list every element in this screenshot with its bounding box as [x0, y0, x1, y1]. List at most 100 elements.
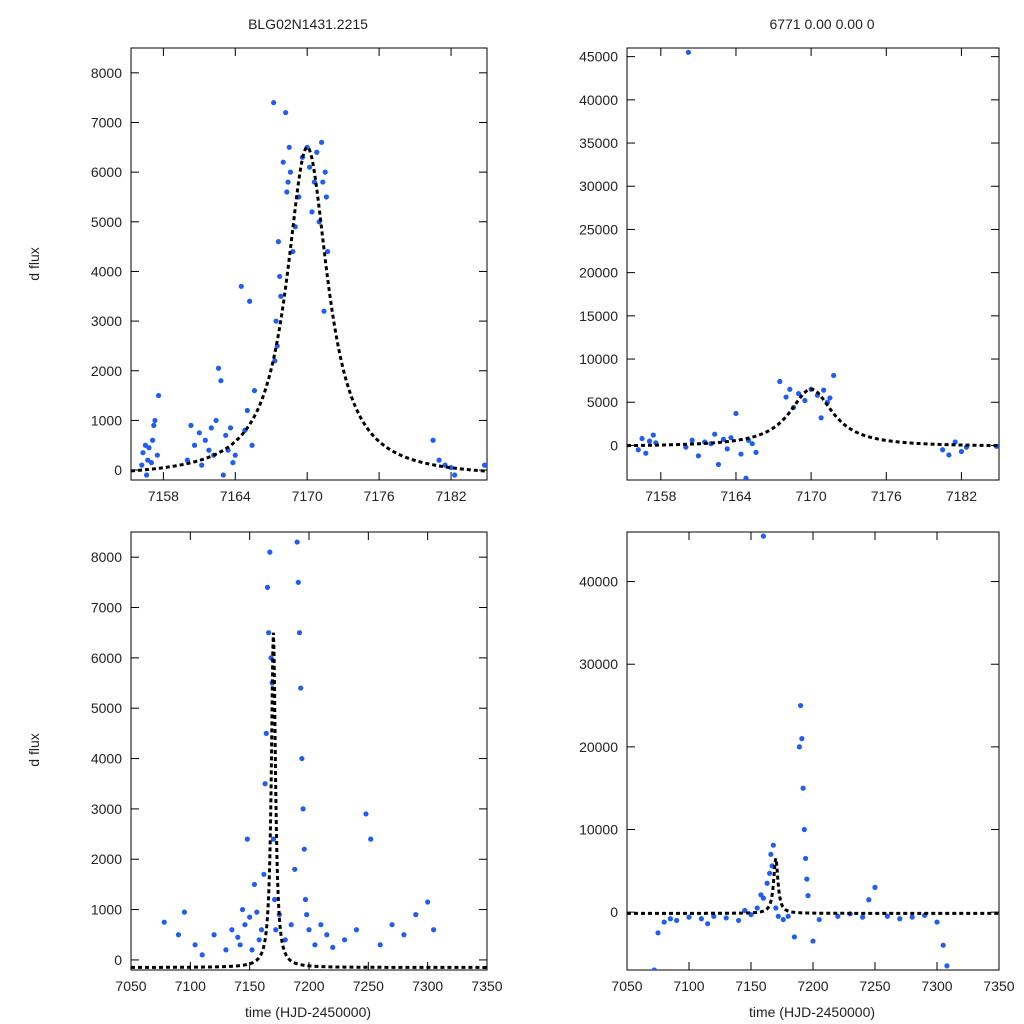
data-point	[764, 880, 770, 886]
data-point	[280, 159, 286, 165]
data-point	[866, 897, 872, 903]
data-point	[323, 194, 329, 200]
model-curve	[627, 858, 999, 915]
data-point	[683, 444, 689, 450]
data-point	[270, 836, 276, 842]
data-point	[353, 927, 360, 933]
data-point	[818, 415, 824, 421]
data-point	[211, 932, 217, 938]
x-tick-label: 7350	[983, 978, 1014, 994]
y-tick-label: 7000	[91, 600, 122, 616]
data-point	[798, 702, 804, 709]
data-point	[232, 452, 238, 458]
data-point	[712, 431, 718, 437]
data-point	[368, 836, 374, 842]
data-point	[258, 927, 265, 933]
data-point	[897, 916, 903, 922]
data-point	[320, 179, 326, 185]
data-point	[184, 457, 190, 463]
data-point	[674, 917, 680, 924]
y-tick-label: 40000	[579, 574, 618, 590]
x-tick-label: 7164	[220, 488, 251, 504]
data-point	[785, 913, 791, 919]
x-tick-label: 7182	[435, 488, 466, 504]
data-point	[802, 397, 808, 404]
y-tick-label: 5000	[587, 394, 618, 410]
data-point	[318, 922, 324, 928]
data-point	[736, 917, 742, 924]
data-point	[872, 884, 878, 890]
y-tick-label: 0	[114, 952, 122, 968]
data-point	[191, 442, 198, 448]
data-point	[306, 164, 313, 170]
data-point	[202, 437, 208, 443]
top-left-title: BLG02N1431.2215	[248, 16, 368, 32]
y-tick-label: 8000	[91, 549, 122, 565]
x-tick-label: 7170	[796, 488, 827, 504]
x-tick-label: 7350	[471, 978, 502, 994]
y-tick-label: 0	[610, 904, 618, 920]
data-point	[261, 871, 267, 877]
data-point	[768, 851, 774, 857]
data-point	[199, 952, 205, 958]
data-point	[229, 927, 235, 933]
data-point	[738, 451, 744, 457]
data-point	[309, 209, 315, 215]
data-point	[223, 947, 229, 953]
x-tick-label: 7176	[871, 488, 902, 504]
data-point	[273, 927, 279, 933]
data-point	[646, 438, 653, 444]
y-tick-label: 3000	[91, 313, 122, 329]
top-right-title: 6771 0.00 0.00 0	[769, 16, 874, 32]
data-point	[728, 435, 734, 441]
data-point	[146, 445, 152, 451]
data-point	[294, 539, 300, 545]
data-point	[389, 922, 395, 928]
data-point	[247, 298, 253, 304]
data-point	[831, 372, 837, 379]
y-tick-label: 0	[114, 462, 122, 478]
plot-frame	[626, 531, 1000, 971]
data-point	[363, 811, 369, 817]
y-tick-label: 7000	[91, 114, 122, 130]
panel-top-left: 0 1000 2000 3000 4000 5000 6000 7000 8000 7158 716…	[91, 47, 488, 504]
data-point	[689, 437, 695, 443]
data-point	[322, 169, 328, 175]
data-point	[796, 744, 802, 750]
data-point	[934, 919, 940, 925]
y-axis-label-bottom: d flux	[26, 733, 42, 766]
data-point	[777, 378, 783, 385]
data-point	[149, 437, 156, 443]
data-point	[795, 391, 802, 397]
data-point	[835, 913, 841, 919]
x-tick-label: 7250	[353, 978, 384, 994]
data-point	[860, 914, 866, 920]
plot-frame	[626, 47, 1000, 481]
data-point	[685, 49, 691, 55]
data-point	[940, 942, 946, 948]
x-axis-label-bottom-right: time (HJD-2450000)	[749, 1004, 875, 1020]
x-tick-label: 7300	[921, 978, 952, 994]
x-tick-label: 7150	[234, 978, 265, 994]
data-point	[196, 430, 202, 436]
y-tick-label: 2000	[91, 363, 122, 379]
data-point	[650, 432, 656, 438]
panel-bottom-left: 0 1000 2000 3000 4000 5000 6000 7000 8000 7050 710…	[91, 531, 503, 994]
data-point	[810, 938, 816, 944]
model-curve	[131, 632, 487, 969]
data-point	[482, 462, 487, 468]
data-point	[263, 730, 269, 736]
data-point	[318, 139, 325, 145]
data-point	[213, 417, 219, 424]
x-tick-label: 7176	[364, 488, 395, 504]
data-point	[827, 395, 833, 401]
data-point	[278, 293, 284, 299]
x-tick-label: 7200	[293, 978, 324, 994]
data-point	[775, 913, 781, 919]
data-point	[436, 457, 442, 463]
data-point	[220, 472, 226, 478]
y-tick-label: 25000	[579, 221, 618, 237]
y-tick-label: 15000	[579, 308, 618, 324]
data-point	[267, 549, 273, 555]
data-point	[425, 899, 431, 905]
